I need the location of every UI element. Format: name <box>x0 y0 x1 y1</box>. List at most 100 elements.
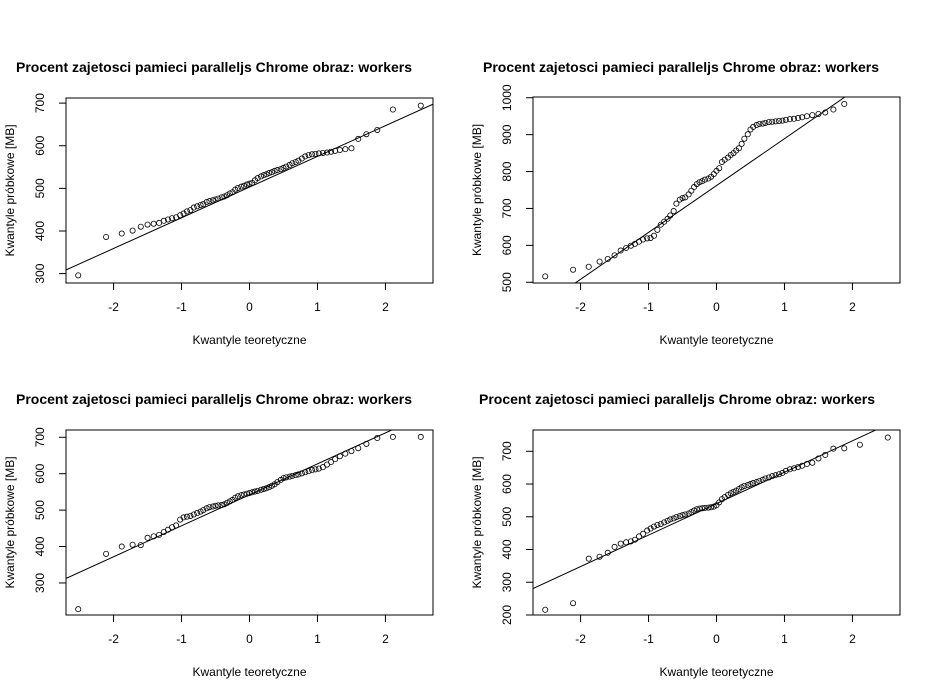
qq-plot-panel-2: Procent zajetosci pamieci paralleljs Chr… <box>470 59 901 347</box>
data-point <box>664 517 671 524</box>
y-axis-label: Kwantyle próbkowe [MB] <box>470 124 484 256</box>
data-point <box>884 434 891 441</box>
x-tick-label: -2 <box>108 632 119 646</box>
data-point <box>627 538 634 545</box>
y-axis-label: Kwantyle próbkowe [MB] <box>470 456 484 588</box>
data-point <box>650 232 657 239</box>
data-point <box>604 256 611 263</box>
data-point <box>809 459 816 466</box>
data-point <box>688 187 695 194</box>
data-point <box>617 540 624 547</box>
data-point <box>164 216 171 223</box>
data-point <box>283 474 290 481</box>
data-point <box>772 118 779 125</box>
data-point <box>319 149 326 156</box>
data-point <box>328 459 335 466</box>
data-point <box>342 146 349 153</box>
y-tick-label: 700 <box>33 427 47 447</box>
y-tick-label: 600 <box>500 235 514 255</box>
data-point <box>263 485 270 492</box>
data-point <box>389 433 396 440</box>
data-point <box>795 463 802 470</box>
data-point <box>762 475 769 482</box>
data-point <box>685 191 692 198</box>
data-point <box>786 116 793 123</box>
qq-reference-line <box>533 430 877 590</box>
data-point <box>738 140 745 147</box>
data-point <box>762 119 769 126</box>
data-point <box>611 543 618 550</box>
data-point <box>830 106 837 113</box>
data-point <box>701 176 708 183</box>
data-point <box>657 221 664 228</box>
y-tick-label: 800 <box>500 161 514 181</box>
data-point <box>747 481 754 488</box>
data-point <box>289 472 296 479</box>
x-tick-label: 2 <box>849 300 856 314</box>
data-point <box>144 221 151 228</box>
data-point <box>234 493 241 500</box>
data-point <box>596 258 603 265</box>
x-axis: -2 -1 0 1 2 <box>575 283 856 314</box>
data-point <box>218 194 225 201</box>
y-tick-label: 700 <box>33 93 47 113</box>
y-axis-label: Kwantyle próbkowe [MB] <box>3 124 17 256</box>
data-point <box>570 266 577 273</box>
data-point <box>769 473 776 480</box>
data-point <box>417 433 424 440</box>
data-point <box>685 510 692 517</box>
data-point <box>611 252 618 259</box>
chart-title: Procent zajetosci pamieci paralleljs Chr… <box>16 391 412 407</box>
y-tick-label: 400 <box>33 536 47 556</box>
data-point <box>197 201 204 208</box>
data-point <box>336 453 343 460</box>
data-point <box>727 490 734 497</box>
data-point <box>254 175 261 182</box>
data-point <box>169 215 176 222</box>
x-axis-label: Kwantyle teoretyczne <box>192 665 306 679</box>
data-point <box>604 549 611 556</box>
data-point <box>283 163 290 170</box>
data-point <box>190 204 197 211</box>
data-point <box>150 220 157 227</box>
data-point <box>753 122 760 129</box>
data-point <box>654 226 661 233</box>
data-point <box>221 193 228 200</box>
data-point <box>323 149 330 156</box>
data-point <box>254 487 261 494</box>
data-point <box>676 513 683 520</box>
data-point <box>617 247 624 254</box>
data-point <box>103 550 110 557</box>
data-point <box>243 181 250 188</box>
data-point <box>654 521 661 528</box>
x-tick-label: -1 <box>643 300 654 314</box>
y-tick-label: 500 <box>500 272 514 292</box>
data-point <box>856 441 863 448</box>
data-point <box>260 485 267 492</box>
data-point <box>348 145 355 152</box>
x-tick-label: 1 <box>314 300 321 314</box>
data-point <box>258 486 265 493</box>
x-axis: -2 -1 0 1 2 <box>108 615 389 646</box>
x-tick-label: -1 <box>176 632 187 646</box>
qq-plot-panel-4: Procent zajetosci pamieci paralleljs Chr… <box>470 391 901 679</box>
x-axis-label: Kwantyle teoretyczne <box>192 333 306 347</box>
plot-frame <box>532 429 901 616</box>
data-point <box>744 131 751 138</box>
data-point <box>815 455 822 462</box>
data-point <box>841 101 848 108</box>
data-point <box>542 606 549 613</box>
data-point <box>190 511 197 518</box>
data-point <box>730 488 737 495</box>
data-point <box>585 263 592 270</box>
data-point <box>779 469 786 476</box>
data-point <box>640 530 647 537</box>
data-point <box>238 492 245 499</box>
data-point <box>183 208 190 215</box>
data-point <box>206 504 213 511</box>
data-point <box>716 165 723 172</box>
data-point <box>759 476 766 483</box>
data-point <box>631 536 638 543</box>
data-point <box>374 435 381 442</box>
y-tick-label: 500 <box>33 500 47 520</box>
